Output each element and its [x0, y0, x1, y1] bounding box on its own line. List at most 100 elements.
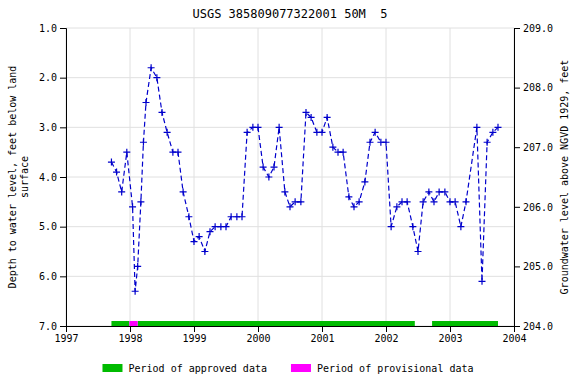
series-marker: [457, 223, 464, 230]
series-marker: [425, 188, 432, 195]
series-marker: [281, 188, 288, 195]
y-axis-tick-label: 1.0: [39, 23, 57, 34]
y-axis-tick-mark: [60, 28, 66, 29]
series-marker: [207, 228, 214, 235]
x-axis-tick: 1998: [118, 326, 142, 344]
y2-axis-tick-label: 205.0: [523, 261, 553, 272]
y2-axis-tick: 205.0: [514, 261, 553, 272]
x-axis-tick-mark: [258, 326, 259, 332]
series-marker: [159, 109, 166, 116]
y2-axis-tick: 204.0: [514, 321, 553, 332]
y-axis-tick-mark: [60, 177, 66, 178]
series-marker: [265, 174, 272, 181]
x-axis-tick-mark: [386, 326, 387, 332]
y-grid-line: [66, 276, 514, 277]
series-marker: [137, 198, 144, 205]
y2-axis-tick-mark: [514, 266, 520, 267]
x-axis-tick: 2002: [374, 326, 398, 344]
y-axis-tick: 3.0: [39, 122, 66, 133]
grid: [66, 28, 514, 326]
series-marker: [201, 248, 208, 255]
series-marker: [140, 139, 147, 146]
x-axis-tick-mark: [450, 326, 451, 332]
y-axis-tick: 4.0: [39, 172, 66, 183]
series-marker: [148, 64, 155, 71]
series-marker: [255, 124, 262, 131]
legend-label: Period of provisional data: [317, 363, 474, 374]
y-axis-tick: 7.0: [39, 321, 66, 332]
y-axis-tick-mark: [60, 127, 66, 128]
x-axis-tick: 1997: [54, 326, 78, 344]
series-marker: [276, 124, 283, 131]
x-axis-tick-label: 2002: [374, 333, 398, 344]
series-marker: [367, 139, 374, 146]
y-axis-tick: 5.0: [39, 221, 66, 232]
series-marker: [118, 188, 125, 195]
x-axis-tick-label: 2003: [438, 333, 462, 344]
series-marker: [431, 198, 438, 205]
y-axis-tick-label: 4.0: [39, 172, 57, 183]
series-marker: [134, 263, 141, 270]
series-marker: [303, 109, 310, 116]
x-axis-tick: 2000: [246, 326, 270, 344]
y2-axis-tick-label: 206.0: [523, 202, 553, 213]
y-axis-tick: 2.0: [39, 72, 66, 83]
y2-axis-label: Groundwater level above NGVD 1929, feet: [559, 60, 570, 295]
data-layer: [108, 64, 502, 326]
series-marker: [441, 188, 448, 195]
y-axis: 1.0 2.0 3.0 4.0 5.0 6.0 7.0: [39, 23, 67, 332]
series-marker: [113, 169, 120, 176]
series-marker: [319, 129, 326, 136]
x-axis-tick: 1999: [182, 326, 206, 344]
series-marker: [345, 193, 352, 200]
series-markers: [108, 64, 502, 295]
x-axis-tick-label: 1997: [54, 333, 78, 344]
y-axis-tick-label: 7.0: [39, 321, 57, 332]
period-bars: [111, 321, 498, 326]
x-axis-tick-label: 1999: [182, 333, 206, 344]
x-axis-tick-label: 1998: [118, 333, 142, 344]
x-axis-tick: 2003: [438, 326, 462, 344]
x-axis-tick-mark: [194, 326, 195, 332]
series-marker: [129, 203, 136, 210]
legend-item: Period of provisional data: [291, 363, 474, 374]
series-line: [111, 68, 498, 292]
legend-swatch: [291, 364, 311, 372]
series-marker: [415, 248, 422, 255]
series-marker: [356, 198, 363, 205]
legend: Period of approved data Period of provisi…: [102, 363, 473, 374]
y-axis-tick-label: 5.0: [39, 221, 57, 232]
x-axis-line: [67, 327, 515, 333]
series-marker: [239, 213, 246, 220]
x-axis: 19971998199920002001200220032004: [54, 326, 526, 344]
series-marker: [420, 198, 427, 205]
series-marker: [164, 129, 171, 136]
plot-area: 199719981999200020012002200320041.02.03.…: [39, 23, 553, 344]
series-marker: [473, 124, 480, 131]
series-marker: [484, 139, 491, 146]
y-grid-line: [66, 177, 514, 178]
series-marker: [185, 213, 192, 220]
series-marker: [463, 198, 470, 205]
y-axis-tick-label: 3.0: [39, 122, 57, 133]
y2-axis-tick: 207.0: [514, 142, 553, 153]
series-marker: [132, 288, 139, 295]
series-marker: [297, 198, 304, 205]
y-axis-tick: 6.0: [39, 271, 66, 282]
y2-axis-tick-mark: [514, 326, 520, 327]
chart: 199719981999200020012002200320041.02.03.…: [0, 0, 576, 384]
x-axis-tick-mark: [322, 326, 323, 332]
legend-swatch: [102, 364, 122, 372]
series-marker: [153, 74, 160, 81]
legend-label: Period of approved data: [128, 363, 266, 374]
x-axis-tick: 2001: [310, 326, 334, 344]
series-marker: [123, 149, 130, 156]
y-axis-tick-label: 6.0: [39, 271, 57, 282]
series-marker: [479, 278, 486, 285]
y-axis-tick: 1.0: [39, 23, 66, 34]
series-marker: [108, 159, 115, 166]
period-bar: [432, 321, 498, 326]
y2-axis-tick-label: 207.0: [523, 142, 553, 153]
y-axis-tick-mark: [60, 78, 66, 79]
x-axis-tick-label: 2000: [246, 333, 270, 344]
